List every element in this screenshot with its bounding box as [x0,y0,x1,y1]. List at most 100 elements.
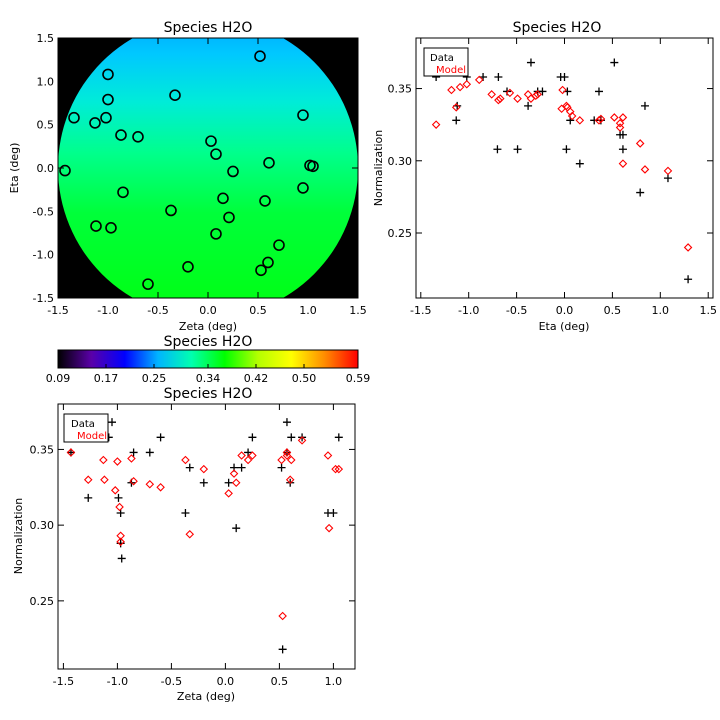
x-tick-label: 0.0 [199,304,217,317]
model-point-diamond [66,448,76,457]
x-tick-label: 0.5 [271,675,289,688]
source-position-marker [105,222,117,234]
zeta-points [66,418,344,654]
model-point-diamond [455,82,465,92]
model-point-diamond [285,475,295,484]
colorbar-ticks: 0.09 0.17 0.25 0.34 0.42 0.50 0.59 [46,364,371,385]
model-point-diamond [83,475,93,484]
zeta-legend-data: Data [71,419,95,430]
model-point-diamond [145,479,155,489]
source-position-marker [227,165,239,178]
source-position-marker [100,111,112,124]
data-point-plus [84,493,93,502]
data-point-plus [590,116,599,125]
source-position-marker [59,164,71,177]
model-point-diamond [575,116,585,125]
data-point-plus [114,493,123,502]
data-point-plus [618,145,627,154]
model-point-diamond [323,451,333,460]
x-tick-label: -0.5 [506,304,527,317]
eta-x-label: Eta (deg) [539,320,590,333]
model-point-diamond [243,455,253,465]
source-position-marker [90,220,102,232]
data-point-plus [493,145,502,154]
model-point-diamond [615,118,625,128]
eta-legend-model: Model [436,65,466,76]
data-point-plus [129,448,138,457]
x-tick-label: -1.5 [410,304,431,317]
source-position-marker [263,157,275,169]
model-point-diamond [100,475,109,484]
source-position-marker [89,117,101,129]
model-point-diamond [287,455,296,465]
x-tick-label: 0.5 [249,304,267,317]
source-position-marker [205,135,217,147]
colorbar-tick-label: 0.09 [46,372,71,385]
source-position-marker [255,264,267,277]
data-point-plus [117,554,126,563]
x-tick-label: -0.5 [161,675,182,688]
eta-y-label: Normalization [372,130,385,206]
colorbar-tick-label: 0.34 [196,372,221,385]
model-point-diamond [115,502,124,512]
map-x-label: Zeta (deg) [179,320,237,333]
model-point-diamond [615,123,625,132]
data-point-plus [494,73,503,81]
model-point-diamond [282,448,292,457]
model-point-diamond [618,113,628,122]
y-tick-label: 1.0 [37,75,55,88]
data-point-plus [244,448,253,457]
model-point-diamond [618,159,628,168]
source-position-marker [182,260,194,273]
y-tick-label: 0.30 [388,155,413,168]
y-tick-label: -1.0 [33,249,54,262]
data-point-plus [237,463,246,472]
model-point-diamond [523,90,533,99]
model-point-diamond [505,88,515,98]
source-position-marker [169,89,181,101]
x-tick-label: 1.0 [325,675,343,688]
source-position-marker [142,278,154,290]
model-point-diamond [99,455,108,465]
source-position-marker [297,182,309,194]
eta-scatter-panel: Species H2O -1.5 -1.0 -0.5 0.0 0.5 1.0 1.5 0.2… [372,20,717,333]
data-point-plus [334,433,343,442]
data-point-plus [594,87,603,96]
y-tick-label: -0.5 [33,205,54,218]
x-tick-label: 1.0 [652,304,670,317]
source-position-marker [262,256,274,269]
data-point-plus [248,433,257,442]
x-tick-label: -0.5 [147,304,168,317]
data-point-plus [610,58,619,67]
data-point-plus [278,645,287,654]
x-tick-label: 0.0 [556,304,574,317]
model-point-diamond [640,165,650,174]
source-position-marker [297,109,309,121]
heatmap-panel: Species H2O -1.5 -1.0 -0.5 0.0 0.5 1.0 1.5 -1.… [8,20,367,333]
model-point-diamond [248,451,257,460]
source-position-marker [254,50,266,63]
data-point-plus [560,73,569,81]
source-position-marker [115,129,127,141]
model-point-diamond [277,455,286,465]
zeta-y-label: Normalization [12,498,25,574]
source-position-marker [102,68,114,81]
x-tick-label: 1.0 [299,304,317,317]
colorbar-tick-label: 0.25 [142,372,167,385]
model-point-diamond [596,114,606,124]
colorbar-tick-label: 0.59 [346,372,371,385]
model-point-diamond [494,95,503,105]
eta-points [431,58,693,284]
y-tick-label: 0.25 [30,595,55,608]
model-point-diamond [156,483,165,492]
data-point-plus [524,101,533,110]
model-point-diamond [129,476,138,486]
source-position-marker [273,239,285,251]
model-point-diamond [229,469,239,478]
data-point-plus [224,478,233,487]
model-point-diamond [334,464,344,474]
source-position-marker [217,192,229,205]
data-point-plus [277,463,286,472]
model-point-diamond [567,111,577,121]
map-points [59,50,319,290]
